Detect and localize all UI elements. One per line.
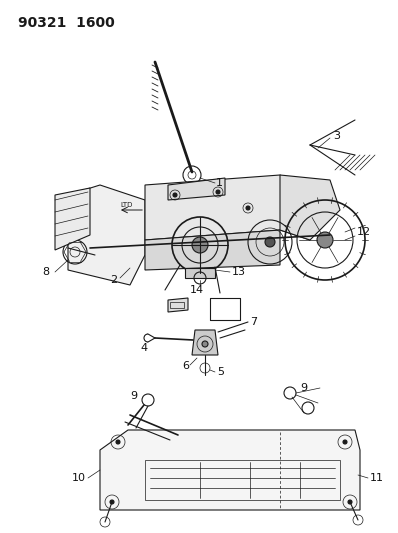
Polygon shape: [168, 298, 188, 312]
Text: 90321  1600: 90321 1600: [18, 16, 115, 30]
Text: 2: 2: [110, 275, 117, 285]
Polygon shape: [192, 330, 218, 355]
Polygon shape: [55, 188, 90, 250]
Polygon shape: [145, 175, 310, 240]
Text: 9: 9: [130, 391, 137, 401]
Circle shape: [343, 440, 347, 444]
Text: 14: 14: [190, 285, 204, 295]
Circle shape: [265, 237, 275, 247]
Polygon shape: [100, 430, 360, 510]
Text: 5: 5: [217, 367, 224, 377]
Circle shape: [216, 190, 220, 194]
Text: 11: 11: [370, 473, 384, 483]
Polygon shape: [168, 178, 225, 200]
Text: 3: 3: [333, 131, 340, 141]
Polygon shape: [145, 230, 280, 270]
Circle shape: [246, 206, 250, 210]
Circle shape: [110, 500, 114, 504]
Text: 8: 8: [42, 267, 49, 277]
Text: 6: 6: [182, 361, 189, 371]
Text: 9: 9: [300, 383, 307, 393]
Circle shape: [317, 232, 333, 248]
Circle shape: [116, 440, 120, 444]
Circle shape: [202, 341, 208, 347]
Text: 10: 10: [72, 473, 86, 483]
Text: 4: 4: [140, 343, 147, 353]
Text: 7: 7: [250, 317, 257, 327]
Polygon shape: [68, 185, 145, 285]
Bar: [170, 302, 184, 308]
Text: LTD: LTD: [120, 202, 133, 208]
Circle shape: [192, 237, 208, 253]
Text: 13: 13: [232, 267, 246, 277]
Text: 12: 12: [357, 227, 371, 237]
Polygon shape: [185, 268, 215, 278]
Text: 1: 1: [216, 178, 223, 188]
Circle shape: [173, 193, 177, 197]
Circle shape: [348, 500, 352, 504]
Polygon shape: [280, 175, 340, 240]
